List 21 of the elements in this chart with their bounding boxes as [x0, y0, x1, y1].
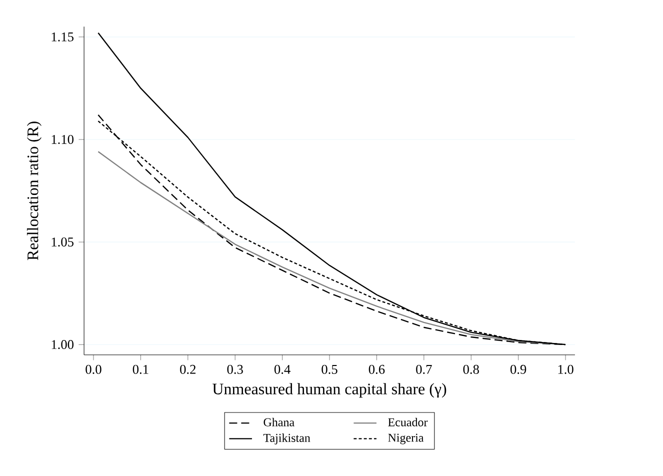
x-tick-label: 1.0 [558, 364, 574, 374]
x-tick-label: 0.6 [368, 364, 385, 374]
x-tick-label: 0.2 [180, 364, 196, 374]
x-tick-label: 0.8 [463, 364, 479, 374]
x-tick-label: 0.3 [227, 364, 243, 374]
legend-label: Tajikistan [263, 433, 310, 444]
x-tick-label: 0.4 [274, 364, 290, 374]
y-tick-label: 1.15 [52, 32, 74, 42]
y-tick-label: 1.05 [52, 237, 74, 246]
x-tick-label: 0.1 [132, 364, 148, 374]
x-tick-label: 0.0 [86, 364, 102, 374]
legend-label: Ecuador [388, 418, 428, 426]
x-tick-label: 0.7 [416, 364, 432, 374]
y-tick-label: 1.10 [52, 134, 74, 144]
x-axis-title: Unmeasured human capital share (γ) [212, 383, 446, 398]
legend-label: Nigeria [388, 434, 424, 444]
y-axis-title: Reallocation ratio (R) [26, 122, 42, 260]
x-tick-label: 0.9 [510, 364, 526, 374]
y-tick-label: 1.00 [52, 340, 74, 350]
legend-label: Ghana [264, 418, 294, 426]
x-tick-label: 0.5 [322, 364, 338, 374]
